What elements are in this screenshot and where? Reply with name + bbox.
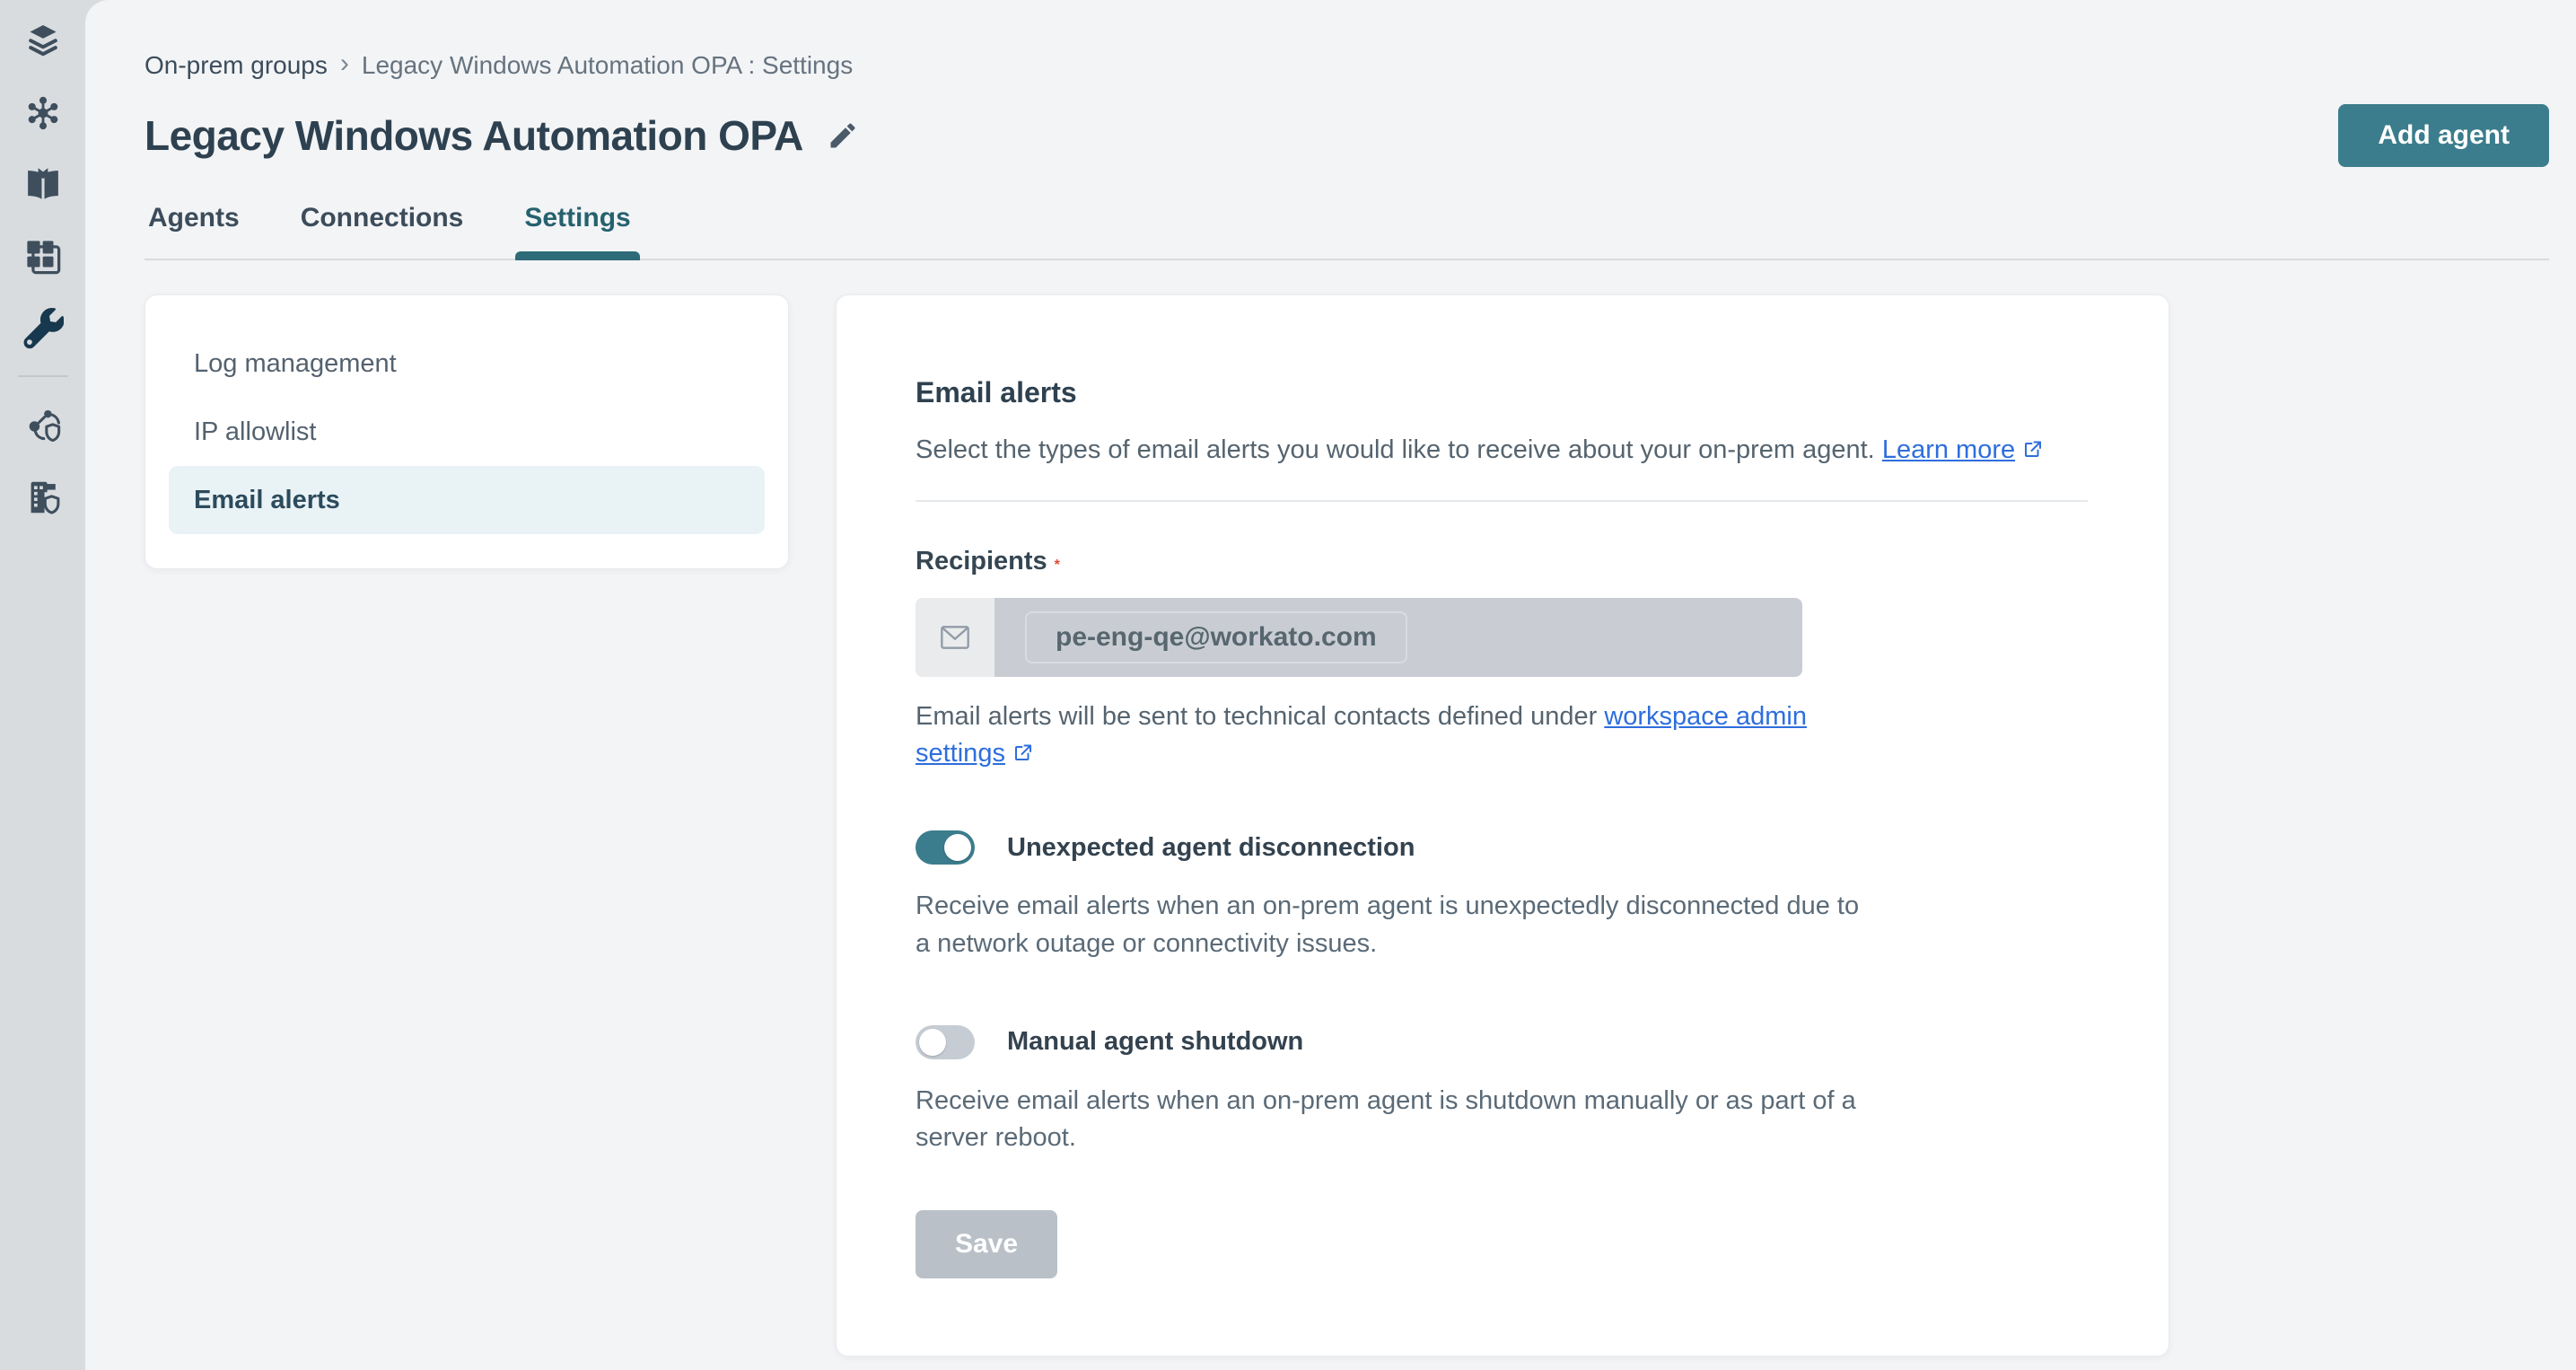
settings-content: Log management IP allowlist Email alerts…: [145, 294, 2549, 1357]
book-icon[interactable]: [0, 149, 85, 221]
external-link-icon: [2022, 433, 2044, 468]
manual-shutdown-toggle[interactable]: [916, 1024, 975, 1059]
tab-connections[interactable]: Connections: [300, 203, 464, 233]
page-title: Legacy Windows Automation OPA: [145, 112, 803, 159]
add-agent-button[interactable]: Add agent: [2338, 104, 2549, 167]
recipients-label: Recipients: [916, 547, 1047, 576]
toggle-row-shutdown: Manual agent shutdown: [916, 1024, 2088, 1059]
panel-divider: [916, 500, 2088, 503]
toggle-knob: [919, 1028, 946, 1056]
building-shield-icon[interactable]: [0, 461, 85, 533]
recipient-email-chip: pe-eng-qe@workato.com: [1025, 611, 1407, 664]
unexpected-disconnection-toggle[interactable]: [916, 830, 975, 865]
required-marker: *: [1054, 558, 1060, 574]
mail-icon: [916, 598, 994, 678]
workspace-admin-settings-link[interactable]: workspace admin settings: [916, 702, 1807, 768]
grid-icon[interactable]: [0, 221, 85, 293]
toggle-desc-shutdown: Receive email alerts when an on-prem age…: [916, 1085, 1856, 1152]
hub-icon[interactable]: [0, 77, 85, 149]
nav-item-log-management[interactable]: Log management: [194, 348, 397, 378]
external-link-icon: [1012, 735, 1034, 772]
toggle-row-disconnection: Unexpected agent disconnection: [916, 830, 2088, 865]
tab-agents[interactable]: Agents: [148, 203, 240, 233]
nav-item-ip-allowlist[interactable]: IP allowlist: [194, 417, 317, 446]
toggle-desc-disconnection: Receive email alerts when an on-prem age…: [916, 891, 1860, 958]
sidebar-divider: [17, 375, 68, 377]
main-content: On-prem groups › Legacy Windows Automati…: [85, 0, 2576, 1370]
email-alerts-panel: Email alerts Select the types of email a…: [836, 294, 2169, 1357]
panel-description: Select the types of email alerts you wou…: [916, 433, 2088, 468]
panel-title: Email alerts: [916, 376, 1077, 408]
save-button[interactable]: Save: [916, 1210, 1057, 1279]
settings-nav-card: Log management IP allowlist Email alerts: [145, 294, 789, 569]
tab-settings[interactable]: Settings: [515, 203, 641, 260]
toggle-label-shutdown: Manual agent shutdown: [1007, 1027, 1304, 1057]
nav-item-email-alerts[interactable]: Email alerts: [169, 466, 765, 534]
page-header: Legacy Windows Automation OPA Add agent: [145, 104, 2549, 167]
breadcrumb-current: Legacy Windows Automation OPA : Settings: [361, 51, 854, 79]
recipients-helper-text: Email alerts will be sent to technical c…: [916, 698, 1813, 771]
breadcrumb-on-prem-groups[interactable]: On-prem groups: [145, 51, 328, 79]
app-sidebar: [0, 0, 85, 1370]
breadcrumb-separator-icon: ›: [339, 48, 349, 78]
network-shield-icon[interactable]: [0, 390, 85, 461]
toggle-label-disconnection: Unexpected agent disconnection: [1007, 832, 1415, 862]
layers-icon[interactable]: [0, 5, 85, 77]
breadcrumb: On-prem groups › Legacy Windows Automati…: [145, 48, 2549, 81]
toggle-knob: [944, 834, 971, 862]
recipients-field: Recipients * pe-eng-qe@workato.com Email …: [916, 547, 2088, 771]
learn-more-link[interactable]: Learn more: [1882, 435, 2044, 464]
tab-bar: Agents Connections Settings: [145, 203, 2549, 260]
edit-title-pencil-icon[interactable]: [827, 119, 859, 152]
panel-description-text: Select the types of email alerts you wou…: [916, 435, 1875, 464]
recipients-input: pe-eng-qe@workato.com: [916, 598, 1802, 678]
wrench-icon[interactable]: [0, 293, 85, 364]
